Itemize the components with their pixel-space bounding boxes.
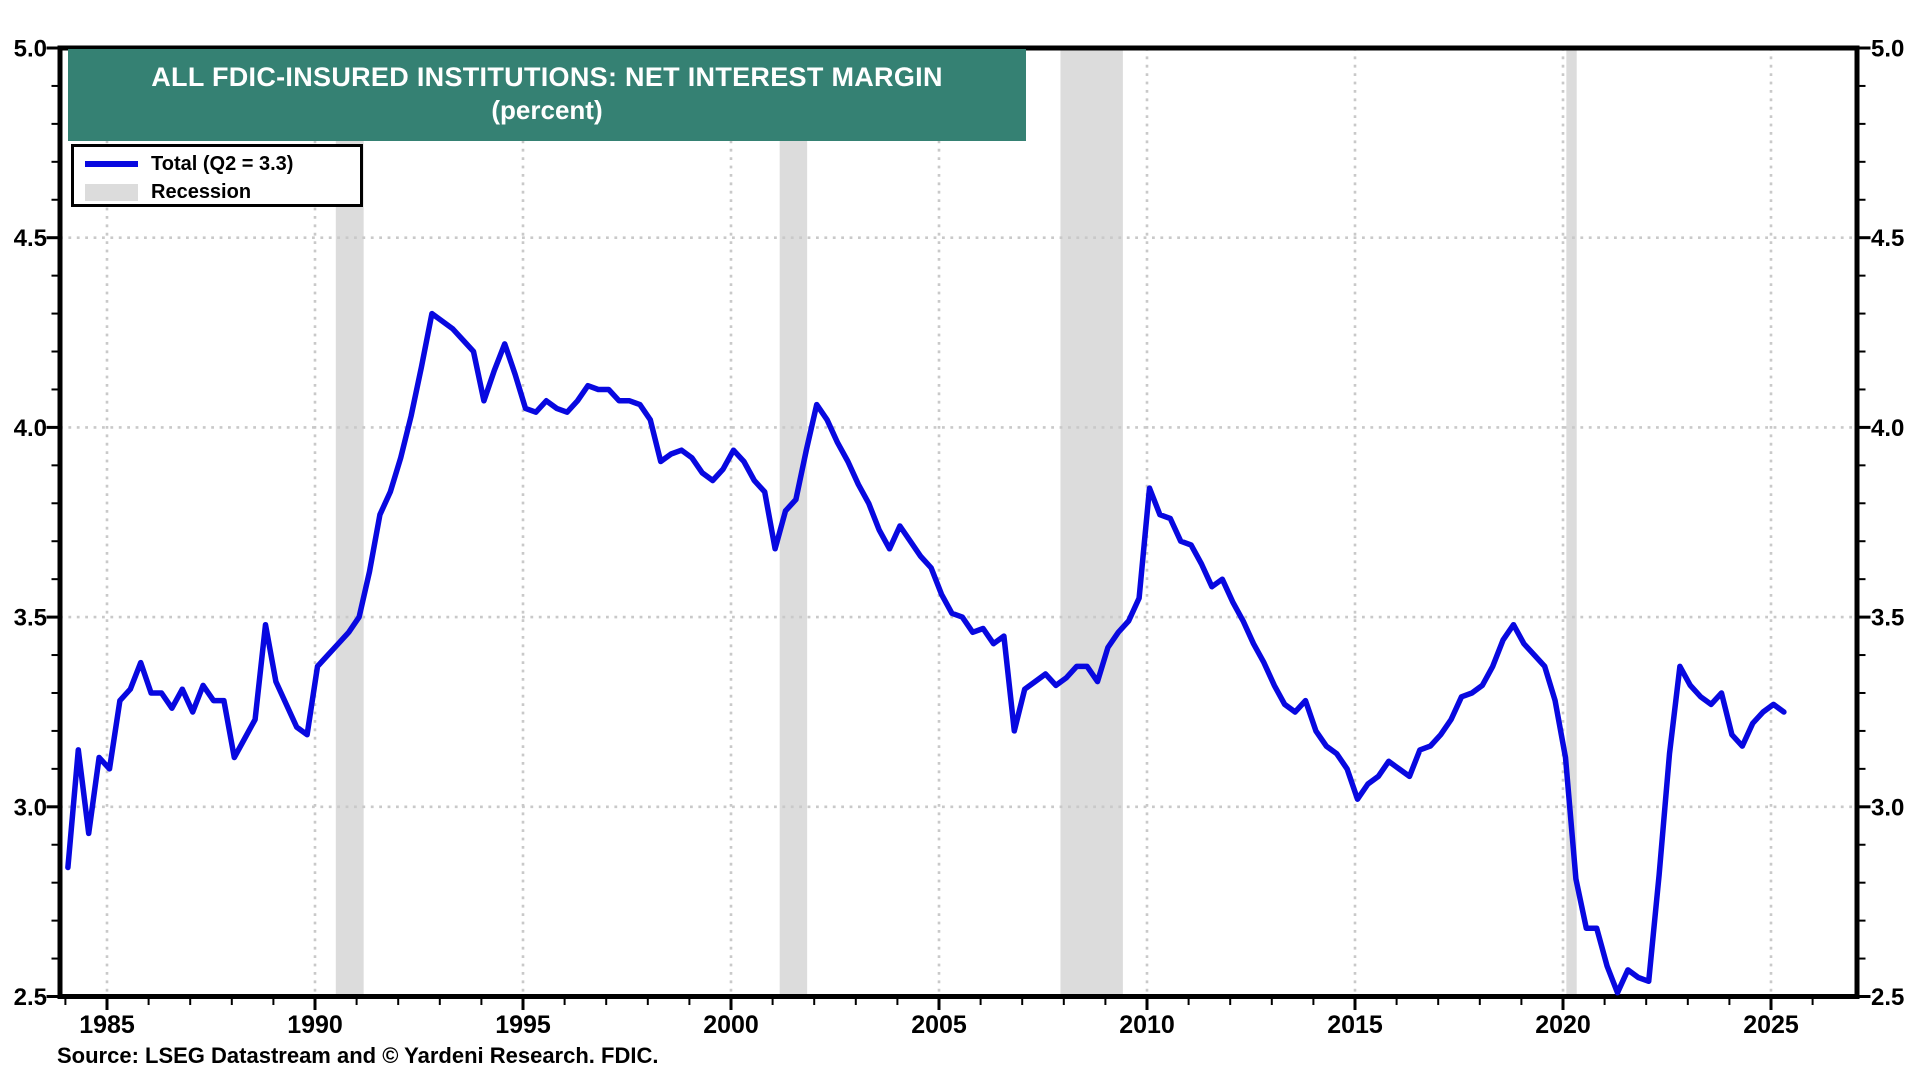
chart-title: ALL FDIC-INSURED INSTITUTIONS: NET INTER…	[151, 62, 943, 92]
y-axis-label-left: 4.0	[14, 415, 47, 442]
x-axis-label: 2020	[1535, 1011, 1591, 1039]
y-axis-label-right: 3.0	[1871, 794, 1904, 821]
chart-subtitle: (percent)	[491, 95, 603, 125]
recession-band	[1060, 48, 1123, 997]
chart-title-box: ALL FDIC-INSURED INSTITUTIONS: NET INTER…	[68, 49, 1026, 141]
x-axis-label: 2010	[1119, 1011, 1175, 1039]
legend: Total (Q2 = 3.3) Recession	[71, 144, 363, 207]
y-axis-label-right: 4.5	[1871, 225, 1904, 252]
source-note: Source: LSEG Datastream and © Yardeni Re…	[57, 1043, 659, 1068]
x-axis-label: 1990	[287, 1011, 343, 1039]
legend-item-total: Total (Q2 = 3.3)	[74, 150, 360, 178]
legend-item-recession: Recession	[74, 178, 360, 206]
y-axis-label-right: 5.0	[1871, 36, 1904, 63]
plot-border	[57, 45, 1860, 999]
y-axis-label-left: 3.0	[14, 794, 47, 821]
y-axis-label-left: 2.5	[14, 984, 47, 1011]
y-axis-label-right: 4.0	[1871, 415, 1904, 442]
x-axis-label: 1985	[79, 1011, 135, 1039]
y-axis-label-left: 4.5	[14, 225, 47, 252]
legend-label-total: Total (Q2 = 3.3)	[151, 152, 294, 175]
legend-label-recession: Recession	[151, 180, 252, 203]
y-axis-label-right: 3.5	[1871, 605, 1904, 632]
total-line-swatch	[85, 161, 138, 167]
x-axis-label: 2015	[1327, 1011, 1383, 1039]
y-axis-label-left: 3.5	[14, 605, 47, 632]
nim-total-line	[65, 310, 1787, 996]
y-axis-label-right: 2.5	[1871, 984, 1904, 1011]
recession-swatch	[85, 183, 138, 201]
x-axis-label: 2005	[911, 1011, 967, 1039]
x-axis-label: 1995	[495, 1011, 551, 1039]
x-axis-label: 2000	[703, 1011, 759, 1039]
recession-band	[1566, 48, 1577, 997]
x-axis-label: 2025	[1743, 1011, 1799, 1039]
y-axis-label-left: 5.0	[14, 36, 47, 63]
